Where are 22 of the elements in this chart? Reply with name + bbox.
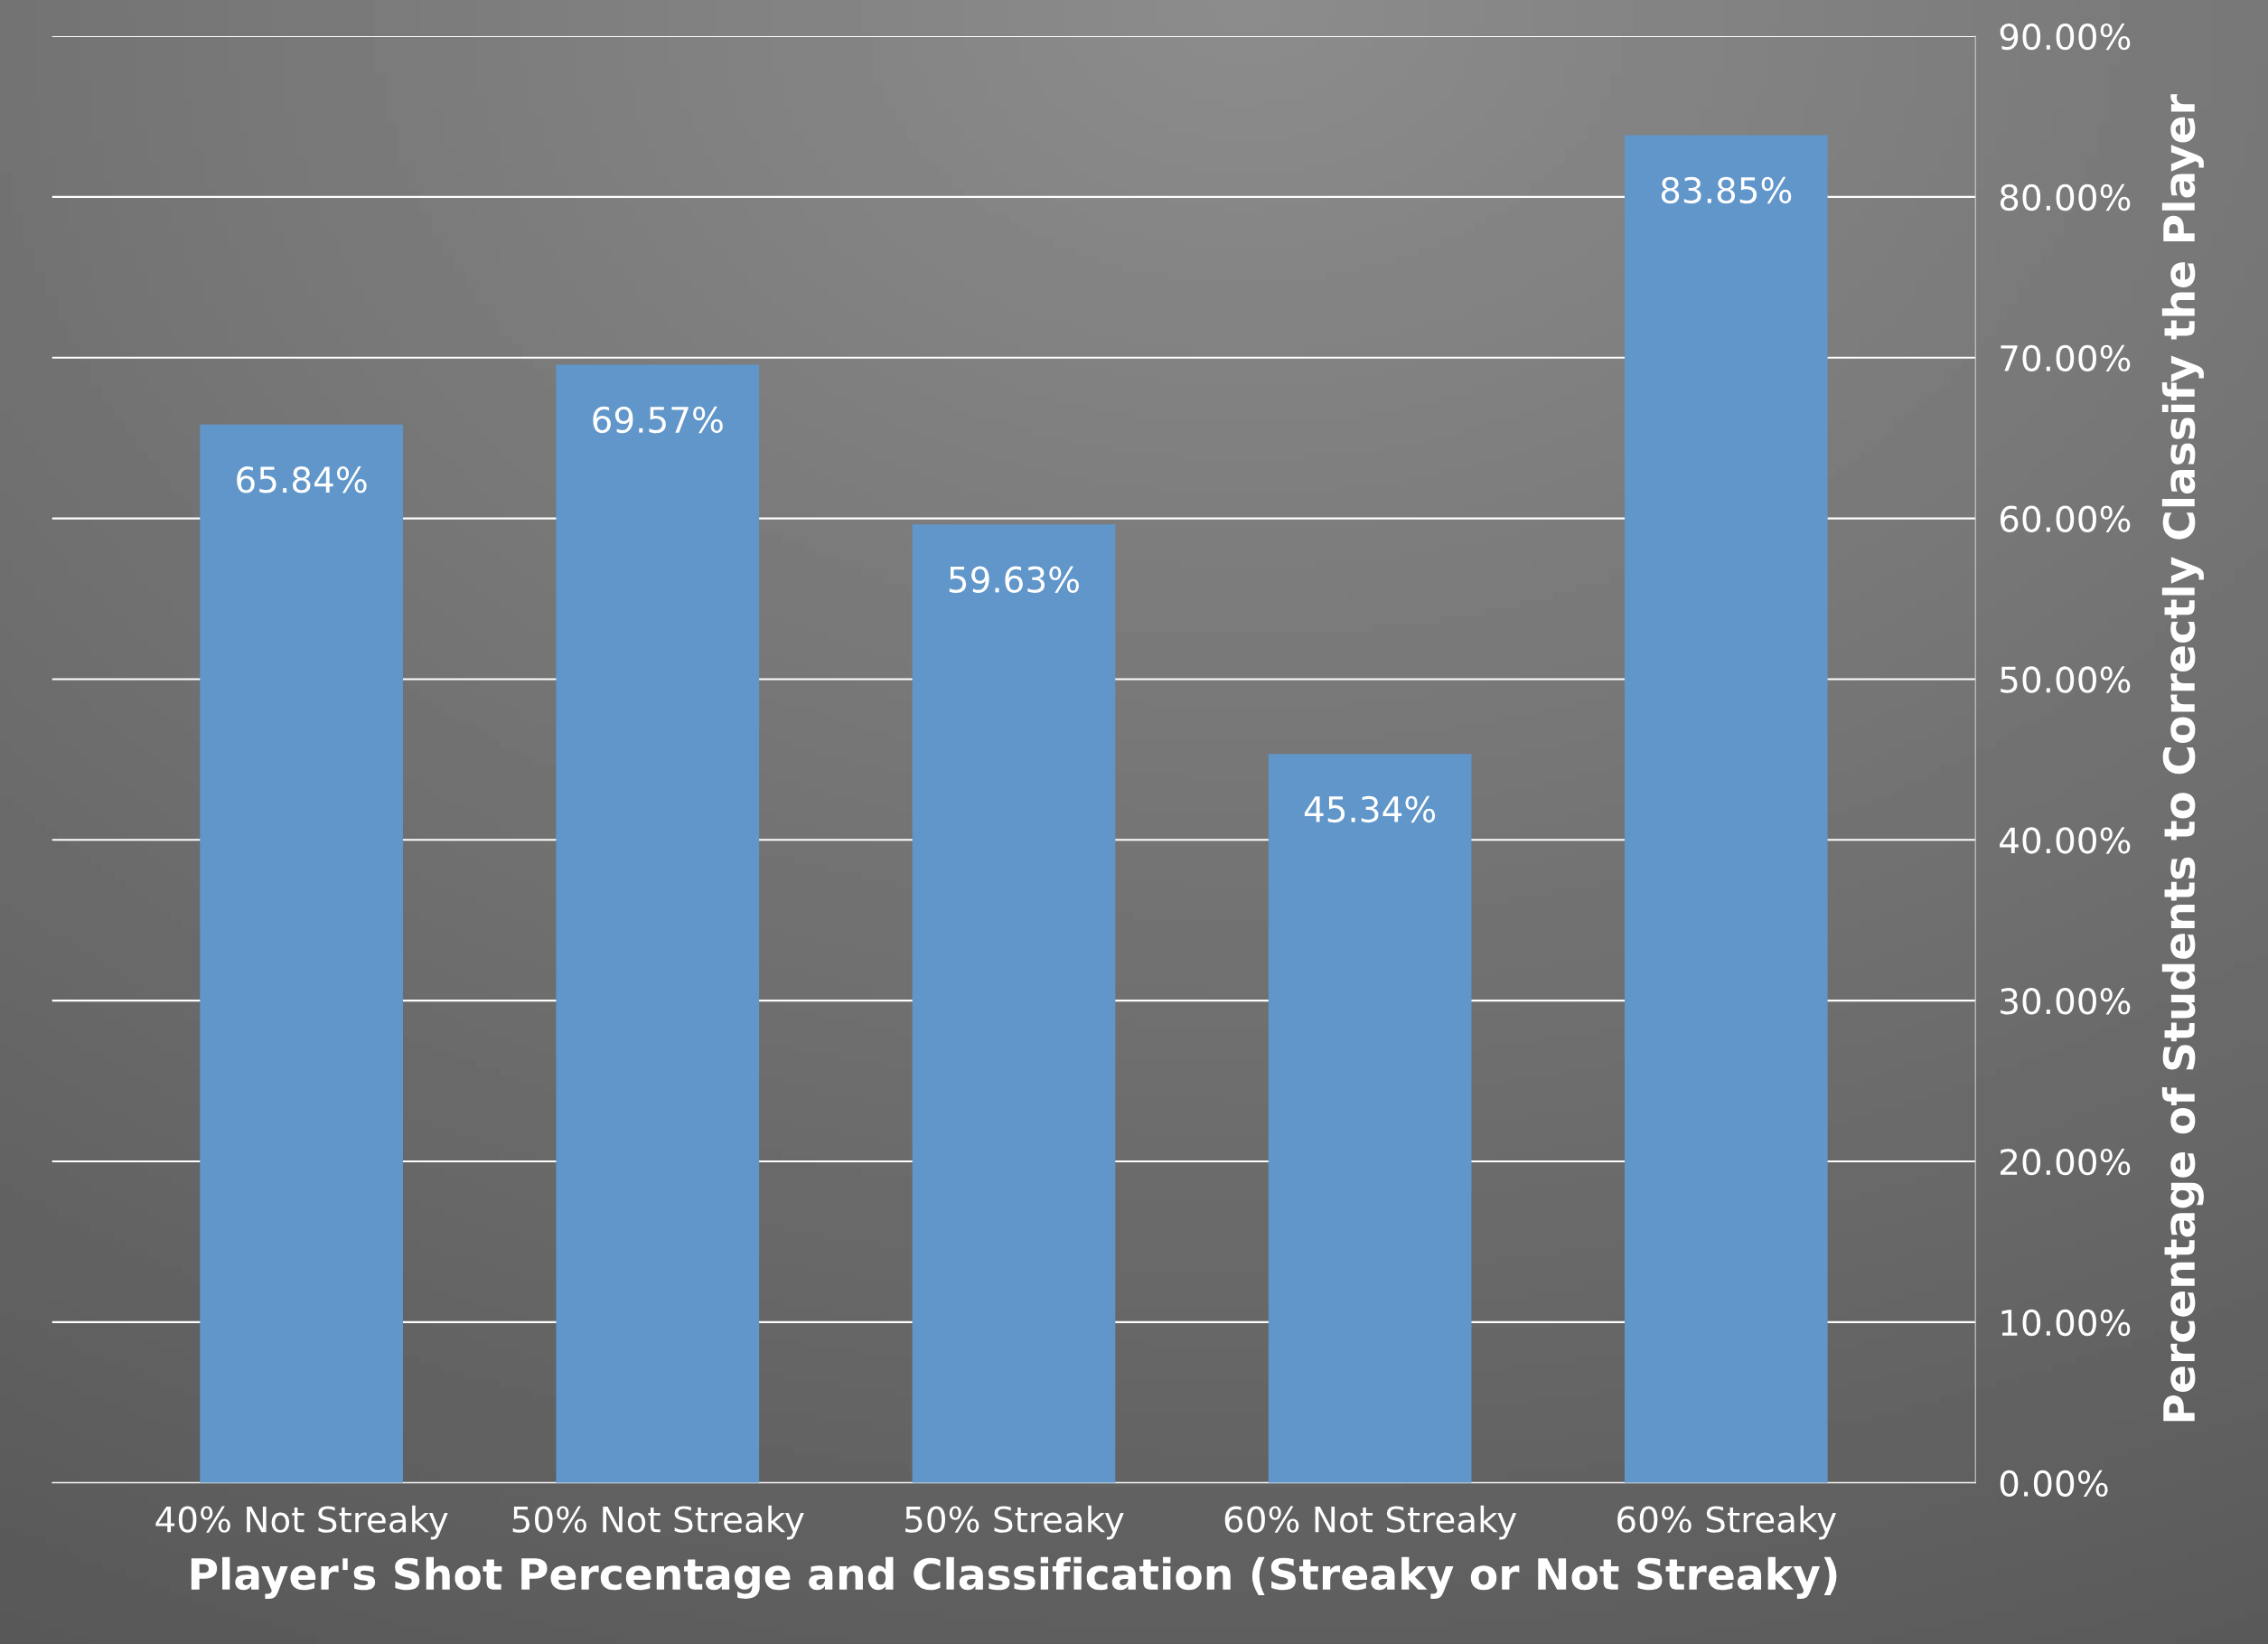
- y-tick-label: 60.00%: [2000, 505, 2131, 532]
- x-tick-label: 40% Not Streaky: [155, 1505, 448, 1540]
- data-label: 45.34%: [1304, 795, 1436, 823]
- y-tick-label: 30.00%: [2001, 988, 2131, 1015]
- x-tick-label: 60% Streaky: [1617, 1505, 1836, 1540]
- x-tick-label: 60% Not Streaky: [1224, 1505, 1517, 1540]
- y-axis-title: Percentage of Students to Correctly Classify the Player: [2161, 94, 2204, 1422]
- y-tick-label: 50.00%: [2001, 666, 2131, 693]
- x-tick-label: 50% Streaky: [905, 1505, 1124, 1540]
- data-label: 69.57%: [593, 406, 723, 434]
- y-tick-label: 70.00%: [2001, 344, 2131, 372]
- y-tick-label: 20.00%: [2001, 1148, 2131, 1176]
- data-label: 83.85%: [1661, 176, 1792, 204]
- data-label: 59.63%: [949, 566, 1079, 593]
- x-tick-label: 50% Not Streaky: [512, 1505, 804, 1540]
- y-tick-label: 40.00%: [2000, 827, 2131, 854]
- y-tick-label: 10.00%: [2001, 1309, 2131, 1337]
- data-label: 65.84%: [237, 466, 367, 493]
- x-axis-title: Player's Shot Percentage and Classification (Streaky or Not Streaky): [191, 1556, 1837, 1599]
- y-tick-label: 80.00%: [2000, 183, 2131, 211]
- y-tick-label: 0.00%: [2000, 1470, 2108, 1498]
- y-tick-label: 90.00%: [2000, 23, 2131, 51]
